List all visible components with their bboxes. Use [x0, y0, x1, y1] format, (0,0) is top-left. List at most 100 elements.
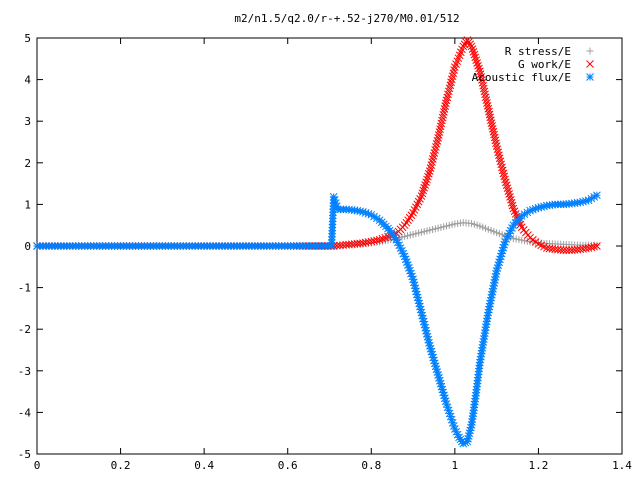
data-point [476, 67, 484, 76]
data-point [593, 242, 601, 250]
data-point [469, 48, 478, 56]
data-point [450, 66, 458, 74]
axis-tick-labels: 0 0.2 0.4 0.6 0.8 1 1.2 1.4 5 4 3 2 1 0 -1 -2 -3 -4 -5 [18, 32, 633, 472]
data-point [445, 84, 454, 93]
x-tick-label: 0.4 [194, 459, 214, 472]
data-point [484, 104, 493, 113]
data-point [481, 90, 489, 99]
x-tick-label: 0.2 [111, 459, 131, 472]
data-point [436, 125, 444, 134]
data-point [435, 128, 444, 136]
data-point [476, 70, 485, 79]
y-tick-label: -5 [18, 448, 31, 461]
data-point [428, 155, 437, 163]
data-point [501, 175, 509, 184]
data-point [442, 96, 451, 105]
data-point [475, 64, 483, 73]
data-point [485, 305, 493, 314]
data-point [516, 220, 525, 229]
data-point [449, 69, 458, 78]
data-point [420, 320, 429, 329]
data-point [593, 191, 601, 200]
data-point [424, 172, 432, 181]
data-point [438, 116, 446, 125]
data-point [436, 122, 445, 131]
data-point [489, 127, 498, 136]
data-point [478, 78, 487, 87]
data-point [472, 56, 481, 65]
data-point [423, 175, 431, 184]
data-point [479, 81, 487, 90]
data-point [415, 299, 424, 308]
data-point [491, 136, 500, 145]
data-point [501, 178, 510, 187]
data-point [593, 241, 601, 249]
data-point [437, 119, 446, 128]
data-point [447, 75, 456, 84]
series-3 [33, 191, 601, 448]
data-point [440, 108, 448, 116]
legend-label: Acoustic flux/E [472, 71, 571, 84]
data-point [448, 72, 457, 81]
y-tick-label: 3 [24, 115, 31, 128]
data-point [428, 158, 436, 166]
data-point [497, 160, 506, 169]
data-point [495, 154, 504, 163]
data-point [495, 151, 503, 160]
legend-marker [586, 47, 594, 55]
data-point [467, 42, 476, 51]
data-point [498, 166, 507, 175]
data-point [429, 152, 438, 160]
data-point [505, 190, 514, 198]
y-tick-label: -3 [18, 365, 31, 378]
data-point [487, 119, 496, 127]
data-point [470, 50, 479, 59]
data-point [375, 235, 384, 244]
data-point [413, 290, 421, 299]
data-point [503, 232, 512, 241]
data-point [481, 93, 490, 102]
x-tick-label: 1.4 [612, 459, 632, 472]
data-point [381, 233, 390, 242]
y-tick-label: -1 [18, 282, 31, 295]
data-point [433, 137, 442, 145]
data-point [443, 93, 452, 102]
data-point [417, 192, 426, 200]
legend-marker [586, 73, 594, 81]
data-point [419, 186, 428, 195]
data-point [488, 122, 496, 130]
x-tick-label: 0.8 [361, 459, 381, 472]
data-point [480, 87, 489, 96]
y-tick-label: 5 [24, 32, 31, 45]
data-point [432, 140, 441, 148]
series-layer [33, 36, 601, 448]
y-tick-label: 2 [24, 157, 31, 170]
data-point [509, 204, 518, 213]
data-point [427, 161, 436, 169]
y-tick-label: -4 [18, 406, 32, 419]
data-point [492, 142, 501, 151]
data-point [468, 45, 477, 53]
data-point [503, 184, 512, 193]
data-point [504, 187, 513, 195]
data-point [507, 198, 516, 207]
data-point [478, 76, 486, 84]
data-point [422, 178, 430, 187]
data-point [336, 241, 344, 250]
data-point [500, 172, 509, 181]
data-point [444, 90, 452, 99]
axis-ticks [36, 37, 623, 455]
data-point [444, 87, 453, 96]
data-point [488, 125, 497, 133]
data-point [378, 234, 387, 243]
data-point [420, 183, 429, 192]
data-point [485, 110, 494, 119]
data-point [446, 81, 455, 90]
data-point [442, 99, 450, 108]
data-point [474, 61, 482, 70]
data-point [438, 113, 447, 122]
data-point [492, 139, 500, 148]
data-point [425, 170, 433, 178]
data-point [432, 143, 440, 151]
